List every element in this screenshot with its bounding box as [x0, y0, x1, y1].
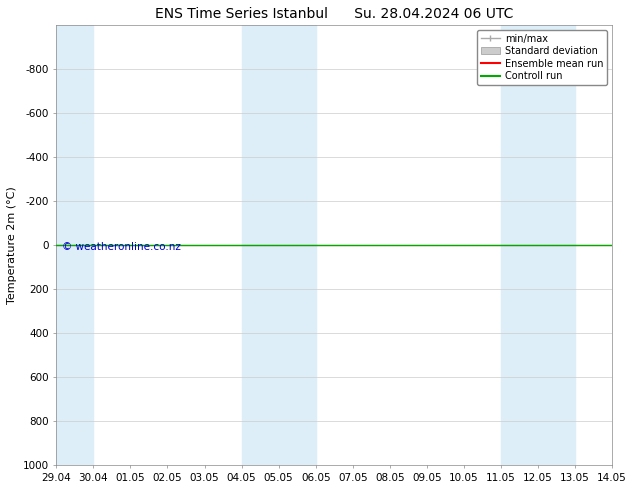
Bar: [242, 25, 316, 465]
Title: ENS Time Series Istanbul      Su. 28.04.2024 06 UTC: ENS Time Series Istanbul Su. 28.04.2024 …: [155, 7, 514, 21]
Bar: [501, 25, 575, 465]
Legend: min/max, Standard deviation, Ensemble mean run, Controll run: min/max, Standard deviation, Ensemble me…: [477, 30, 607, 85]
Bar: [56, 25, 93, 465]
Text: © weatheronline.co.nz: © weatheronline.co.nz: [62, 243, 181, 252]
Y-axis label: Temperature 2m (°C): Temperature 2m (°C): [7, 186, 17, 304]
